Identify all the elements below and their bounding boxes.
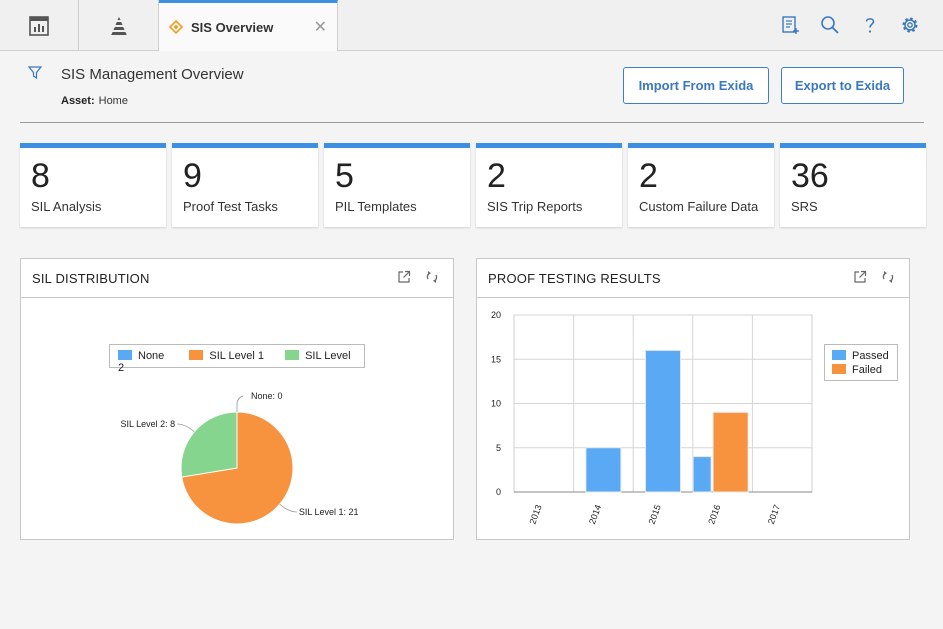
- tab-sis-overview[interactable]: SIS Overview ✕: [159, 0, 338, 51]
- legend-swatch: [189, 350, 204, 360]
- legend-item-none[interactable]: None: [118, 350, 164, 362]
- diamond-icon: [169, 20, 183, 34]
- bar-passed-2014[interactable]: [585, 447, 622, 493]
- card-value: 5: [335, 157, 354, 195]
- panel-title: PROOF TESTING RESULTS: [488, 270, 661, 286]
- card-label: Custom Failure Data: [639, 199, 759, 214]
- header-divider: [20, 122, 924, 123]
- card-label: SRS: [791, 199, 818, 214]
- card-proof-test-tasks[interactable]: 9 Proof Test Tasks: [172, 143, 318, 227]
- page-title: SIS Management Overview: [61, 66, 244, 83]
- card-value: 2: [487, 157, 506, 195]
- tab-label: SIS Overview: [191, 19, 274, 35]
- proof-testing-panel: PROOF TESTING RESULTS 0 5 10 15 20 2013 2014 20…: [476, 258, 910, 540]
- card-label: SIS Trip Reports: [487, 199, 583, 214]
- legend-swatch: [832, 350, 846, 360]
- pie-data-label: SIL Level 2: 8: [120, 419, 175, 429]
- pie-data-label: None: 0: [251, 391, 283, 401]
- card-sis-trip-reports[interactable]: 2 SIS Trip Reports: [476, 143, 622, 227]
- open-external-icon[interactable]: [853, 270, 867, 284]
- open-external-icon[interactable]: [397, 270, 411, 284]
- x-tick-label: 2016: [706, 503, 722, 525]
- legend-item-passed[interactable]: Passed: [832, 349, 890, 363]
- proof-bar-chart: 0 5 10 15 20 2013 2014 2015 2016 2017: [491, 310, 813, 526]
- y-tick-label: 0: [496, 487, 501, 497]
- card-custom-failure-data[interactable]: 2 Custom Failure Data: [628, 143, 774, 227]
- legend-label: None: [138, 350, 165, 362]
- legend-item-sil1[interactable]: SIL Level 1: [189, 350, 264, 362]
- card-value: 36: [791, 157, 829, 195]
- y-tick-label: 20: [491, 310, 501, 320]
- card-value: 8: [31, 157, 50, 195]
- legend-label: SIL Level 1: [209, 350, 264, 362]
- bar-passed-2016[interactable]: [692, 456, 712, 493]
- dashboard-icon: [29, 15, 49, 36]
- bar-failed-2016[interactable]: [712, 411, 749, 493]
- top-toolbar: [779, 14, 921, 36]
- search-icon[interactable]: [819, 14, 841, 36]
- proof-legend: Passed Failed: [824, 344, 898, 381]
- sil-legend: None SIL Level 1 SIL Level 2: [109, 344, 365, 374]
- legend-item-failed[interactable]: Failed: [832, 363, 890, 377]
- card-value: 2: [639, 157, 658, 195]
- card-label: Proof Test Tasks: [183, 199, 278, 214]
- import-from-exida-button[interactable]: Import From Exida: [623, 67, 769, 104]
- panel-header: SIL DISTRIBUTION: [21, 259, 453, 298]
- close-icon[interactable]: ✕: [313, 19, 327, 36]
- sil-pie-chart: None: 0 SIL Level 1: 21 SIL Level 2: 8: [120, 391, 359, 525]
- legend-swatch: [832, 364, 846, 374]
- y-tick-label: 5: [496, 443, 501, 453]
- x-tick-label: 2014: [587, 503, 603, 525]
- asset-value: Home: [98, 95, 128, 107]
- tab-hierarchy[interactable]: [80, 0, 159, 51]
- card-srs[interactable]: 36 SRS: [780, 143, 926, 227]
- card-label: PIL Templates: [335, 199, 417, 214]
- top-tab-bar: SIS Overview ✕: [0, 0, 943, 51]
- x-tick-label: 2017: [766, 503, 782, 525]
- legend-swatch: [118, 350, 132, 360]
- x-tick-label: 2015: [647, 503, 663, 525]
- legend-swatch: [285, 350, 300, 360]
- legend-item-sil2[interactable]: SIL Level 2: [118, 350, 351, 374]
- legend-label: Failed: [852, 364, 882, 376]
- card-sil-analysis[interactable]: 8 SIL Analysis: [20, 143, 166, 227]
- asset-label: Asset:: [61, 95, 95, 107]
- pie-data-label: SIL Level 1: 21: [299, 507, 359, 517]
- y-tick-label: 10: [491, 399, 501, 409]
- asset-row: Asset: Home: [61, 95, 128, 107]
- sil-distribution-panel: SIL DISTRIBUTION None SIL Level 1 SIL Le…: [20, 258, 454, 540]
- card-label: SIL Analysis: [31, 199, 102, 214]
- gear-icon[interactable]: [899, 14, 921, 36]
- add-record-icon[interactable]: [779, 14, 801, 36]
- filter-icon[interactable]: [27, 66, 43, 85]
- help-icon[interactable]: [859, 14, 881, 36]
- bar-passed-2015[interactable]: [645, 349, 681, 493]
- x-tick-label: 2013: [527, 503, 543, 525]
- kpi-cards: 8 SIL Analysis 9 Proof Test Tasks 5 PIL Tem…: [20, 143, 926, 227]
- card-pil-templates[interactable]: 5 PIL Templates: [324, 143, 470, 227]
- y-tick-label: 15: [491, 354, 501, 364]
- pyramid-icon: [111, 16, 127, 35]
- card-value: 9: [183, 157, 202, 195]
- legend-label: SIL Level 2: [118, 350, 351, 374]
- export-to-exida-button[interactable]: Export to Exida: [781, 67, 904, 104]
- panel-header: PROOF TESTING RESULTS: [477, 259, 909, 298]
- tab-dashboard[interactable]: [0, 0, 79, 51]
- pie-slice-sil-level-2[interactable]: [180, 411, 238, 478]
- panel-title: SIL DISTRIBUTION: [32, 270, 150, 286]
- refresh-icon[interactable]: [425, 270, 439, 284]
- refresh-icon[interactable]: [881, 270, 895, 284]
- legend-label: Passed: [852, 350, 889, 362]
